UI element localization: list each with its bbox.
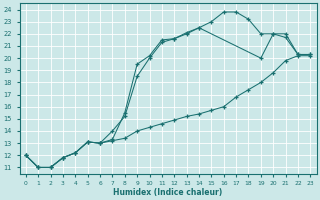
- X-axis label: Humidex (Indice chaleur): Humidex (Indice chaleur): [114, 188, 223, 197]
